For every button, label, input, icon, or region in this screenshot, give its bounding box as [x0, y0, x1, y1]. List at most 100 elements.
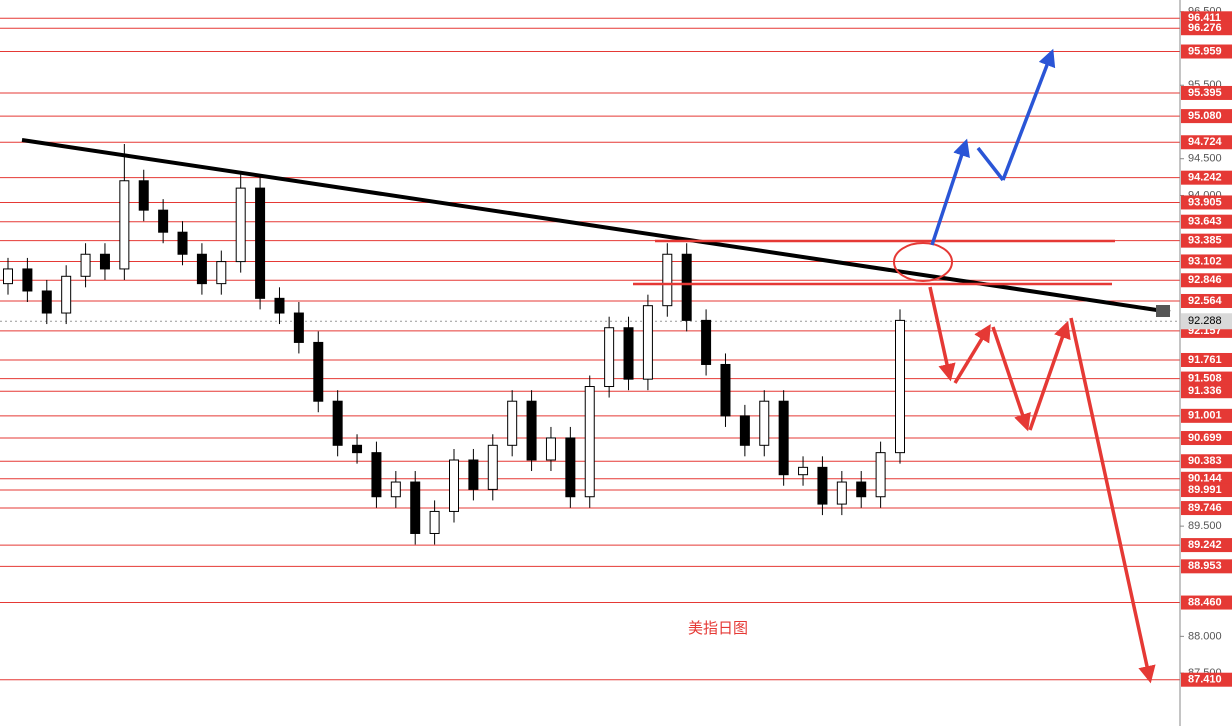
- level-label: 87.410: [1188, 674, 1222, 686]
- level-tag: [1181, 352, 1232, 367]
- candle-body: [119, 180, 130, 270]
- candle-body: [332, 400, 343, 446]
- level-label: 93.385: [1188, 235, 1222, 247]
- candle-body: [429, 510, 440, 534]
- level-label: 95.395: [1188, 87, 1222, 99]
- y-tick-label: 94.500: [1188, 153, 1222, 165]
- y-tick-label: 88.000: [1188, 630, 1222, 642]
- level-label: 91.001: [1188, 410, 1222, 422]
- price-axis: 96.50095.50094.50094.00089.50088.00087.5…: [1180, 6, 1232, 687]
- level-tag: [1181, 85, 1232, 100]
- candle-body: [274, 297, 285, 314]
- candle-body: [487, 444, 498, 490]
- level-tag: [1181, 559, 1232, 574]
- arrow: [953, 324, 991, 384]
- level-label: 91.336: [1188, 385, 1222, 397]
- candle-body: [681, 253, 692, 321]
- level-tag: [1181, 109, 1232, 124]
- level-label: 88.953: [1188, 560, 1222, 572]
- candle-body: [41, 290, 52, 314]
- last-price-label: 92.288: [1188, 315, 1222, 327]
- candle-body: [371, 452, 382, 498]
- candle-body: [3, 268, 13, 285]
- level-tag: [1181, 21, 1232, 36]
- level-tag: [1181, 408, 1232, 423]
- level-label: 89.991: [1188, 484, 1222, 496]
- candle-body: [22, 268, 33, 292]
- candles: [3, 144, 905, 545]
- candle-body: [216, 261, 227, 285]
- candle-body: [701, 319, 712, 365]
- candle-body: [390, 481, 401, 498]
- level-label: 96.411: [1188, 12, 1221, 24]
- candle-body: [662, 253, 673, 307]
- arrow: [991, 326, 1031, 432]
- candle-body: [739, 415, 750, 446]
- level-label: 91.761: [1188, 354, 1222, 366]
- candle-body: [798, 466, 809, 476]
- candle-body: [856, 481, 867, 498]
- level-tag: [1181, 233, 1232, 248]
- candle-body: [352, 444, 363, 454]
- level-label: 90.144: [1188, 473, 1223, 485]
- candle-body: [545, 437, 556, 461]
- candle-body: [99, 253, 110, 270]
- trend-handle: [1156, 305, 1170, 317]
- level-label: 93.643: [1188, 216, 1222, 228]
- candle-body: [138, 180, 149, 211]
- drawings: 美指日图: [21, 48, 1171, 684]
- candle-body: [720, 363, 731, 417]
- last-price-tag: [1181, 313, 1232, 330]
- arrow: [930, 138, 970, 246]
- level-label: 94.724: [1188, 136, 1223, 148]
- candle-body: [410, 481, 421, 534]
- level-tag: [1181, 214, 1232, 229]
- candle-body: [778, 400, 789, 476]
- level-tag: [1181, 195, 1232, 210]
- candle-body: [604, 327, 615, 388]
- arrow: [1001, 48, 1056, 181]
- annotation: 美指日图: [688, 620, 748, 637]
- level-tag: [1181, 254, 1232, 269]
- level-tag: [1181, 595, 1232, 610]
- candle-body: [80, 253, 91, 277]
- highlight-ellipse: [893, 242, 953, 282]
- level-tag: [1181, 371, 1232, 386]
- candle-body: [313, 341, 324, 402]
- level-tag: [1181, 293, 1232, 308]
- level-tag: [1181, 501, 1232, 516]
- candle-body: [255, 187, 266, 299]
- candle-body: [293, 312, 304, 343]
- level-tag: [1181, 471, 1232, 486]
- level-tag: [1181, 135, 1232, 150]
- candle-body: [642, 305, 653, 380]
- level-label: 94.242: [1188, 172, 1222, 184]
- level-tag: [1181, 384, 1232, 399]
- candle-body: [565, 437, 576, 498]
- bull-arrows: [930, 48, 1056, 246]
- candle-body: [759, 400, 770, 446]
- level-label: 88.460: [1188, 596, 1222, 608]
- arrow: [928, 286, 956, 382]
- y-tick-label: 89.500: [1188, 520, 1222, 532]
- level-label: 89.746: [1188, 502, 1222, 514]
- level-tag: [1181, 431, 1232, 446]
- level-label: 89.242: [1188, 539, 1222, 551]
- candle-body: [623, 327, 634, 380]
- level-label: 92.564: [1188, 295, 1223, 307]
- candle-body: [177, 231, 188, 255]
- arrow: [976, 146, 1005, 182]
- candle-body: [158, 209, 169, 233]
- candle-body: [836, 481, 847, 505]
- candle-body: [61, 275, 72, 314]
- level-label: 90.383: [1188, 455, 1222, 467]
- bear-arrows: [928, 286, 1156, 684]
- candle-body: [196, 253, 207, 285]
- candle-body: [584, 386, 595, 498]
- level-tag: [1181, 44, 1232, 59]
- level-tag: [1181, 170, 1232, 185]
- level-label: 96.276: [1188, 22, 1222, 34]
- candle-body: [895, 319, 905, 454]
- candle-body: [507, 400, 518, 446]
